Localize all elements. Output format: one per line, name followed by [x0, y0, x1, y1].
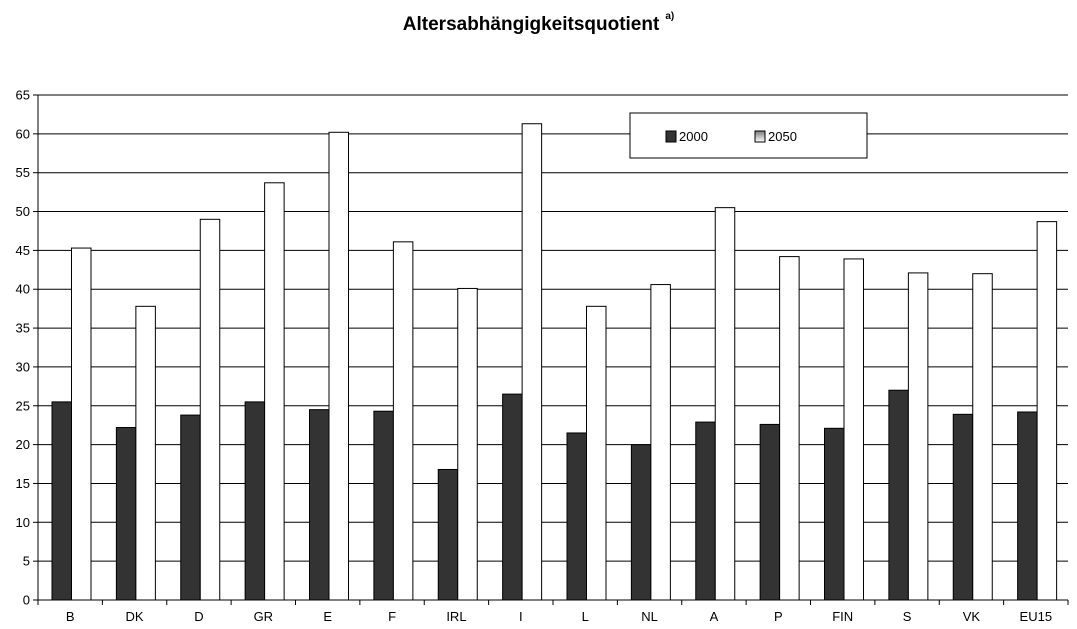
bar-2000 [759, 423, 781, 601]
bar-2050 [457, 287, 478, 601]
x-tick-label: A [710, 609, 719, 624]
x-tick-label: DK [126, 609, 144, 624]
bar-2000 [373, 410, 394, 601]
legend: 2000 2050 [629, 112, 868, 159]
chart-title: Altersabhängigkeitsquotient a) [0, 10, 1077, 36]
x-tick-label: GR [254, 609, 274, 624]
x-axis-ticks: B DK D GR E F IRL I L NL A P FIN S VK EU15 [37, 600, 1069, 624]
y-tick-label: 65 [16, 88, 30, 103]
y-tick-label: 20 [16, 437, 30, 452]
y-tick-label: 35 [16, 321, 30, 336]
y-tick-label: 45 [16, 243, 30, 258]
x-tick-label: E [323, 609, 332, 624]
bar-2050 [972, 273, 993, 601]
bar-2000 [309, 409, 330, 601]
bars [51, 123, 1058, 601]
x-tick-label: EU15 [1020, 609, 1053, 624]
y-tick-label: 5 [23, 554, 30, 569]
y-tick-label: 10 [16, 515, 30, 530]
bar-2050 [907, 272, 929, 601]
bar-2000 [1017, 411, 1038, 601]
bar-2050 [135, 305, 156, 601]
bar-2050 [650, 284, 671, 601]
bar-2050 [521, 123, 543, 601]
bar-2000 [115, 427, 137, 601]
legend-swatch-2050 [754, 130, 766, 143]
legend-label-2000: 2000 [679, 129, 708, 144]
bar-2050 [714, 207, 736, 601]
bar-2050 [392, 241, 414, 601]
bar-2000 [695, 421, 716, 601]
bar-2050 [779, 256, 800, 601]
x-tick-label: D [194, 609, 203, 624]
bar-2000 [630, 444, 652, 601]
bar-2000 [952, 413, 974, 601]
bar-2050 [199, 218, 221, 601]
x-tick-label: VK [963, 609, 981, 624]
bar-2000 [437, 468, 459, 601]
bar-2000 [244, 401, 266, 601]
bar-2000 [51, 401, 72, 601]
chart-title-text: Altersabhängigkeitsquotient [402, 14, 660, 35]
bar-2000 [566, 432, 587, 601]
bar-2050 [586, 305, 607, 601]
axes [37, 95, 1068, 601]
bar-2000 [180, 414, 201, 601]
x-tick-label: FIN [832, 609, 853, 624]
bar-2050 [71, 247, 92, 601]
bar-2050 [843, 258, 864, 601]
bar-2050 [328, 131, 349, 601]
y-axis-ticks: 0 5 10 15 20 25 30 35 40 45 50 55 60 65 [16, 88, 38, 608]
y-tick-label: 0 [23, 593, 30, 608]
x-tick-label: F [388, 609, 396, 624]
chart-title-footnote: a) [665, 10, 675, 22]
x-tick-label: NL [641, 609, 658, 624]
y-tick-label: 25 [16, 398, 30, 413]
x-tick-label: L [582, 609, 589, 624]
x-tick-label: IRL [446, 609, 466, 624]
y-tick-label: 15 [16, 476, 30, 491]
x-tick-label: B [66, 609, 75, 624]
bar-2000 [824, 427, 845, 601]
legend-label-2050: 2050 [768, 129, 797, 144]
bar-2000 [502, 393, 523, 601]
y-tick-label: 50 [16, 204, 30, 219]
bar-2000 [888, 389, 909, 601]
y-tick-label: 40 [16, 282, 30, 297]
legend-swatch-2000 [665, 130, 677, 143]
y-tick-label: 30 [16, 359, 30, 374]
x-tick-label: I [519, 609, 523, 624]
bar-2050 [1036, 221, 1058, 601]
y-tick-label: 60 [16, 126, 30, 141]
x-tick-label: P [774, 609, 783, 624]
x-tick-label: S [903, 609, 912, 624]
y-tick-label: 55 [16, 165, 30, 180]
bar-2050 [264, 182, 285, 601]
